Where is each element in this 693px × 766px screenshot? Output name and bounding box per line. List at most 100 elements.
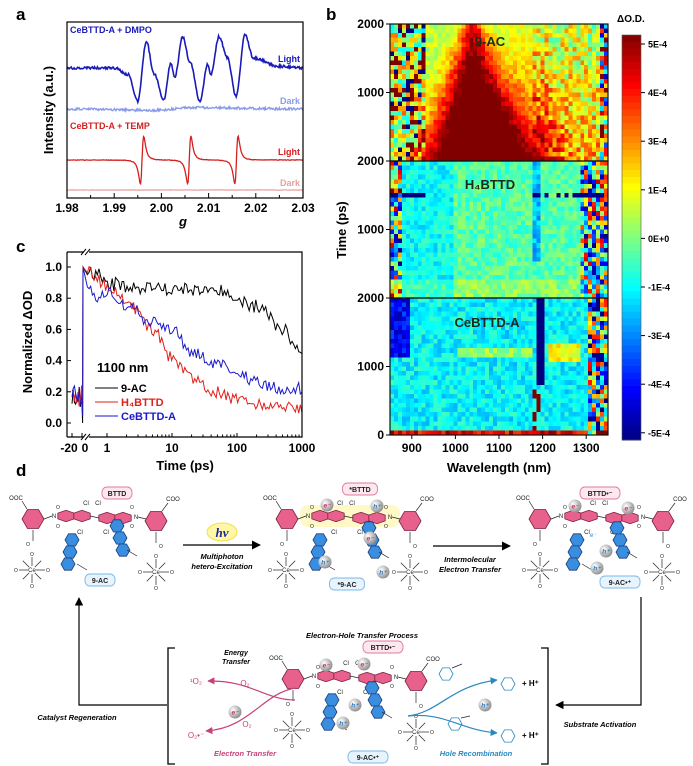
heatmap-cell <box>532 334 538 340</box>
heatmap-cell <box>449 165 455 171</box>
heatmap-cell <box>596 412 601 418</box>
heatmap-cell <box>584 60 589 66</box>
heatmap-cell <box>604 361 609 368</box>
heatmap-cell <box>504 407 510 413</box>
heatmap-cell <box>588 398 593 404</box>
heatmap-cell <box>497 83 502 89</box>
heatmap-cell <box>409 298 415 304</box>
heatmap-cell <box>405 183 411 189</box>
heatmap-cell <box>516 24 522 30</box>
heatmap-cell <box>453 361 458 368</box>
heatmap-cell <box>413 129 419 135</box>
heatmap-cell <box>497 380 502 386</box>
heatmap-cell <box>421 202 427 208</box>
heatmap-cell <box>421 311 427 317</box>
heatmap-cell <box>449 339 455 345</box>
heatmap-cell <box>397 334 403 340</box>
heatmap-cell <box>540 211 546 217</box>
heatmap-cell <box>588 252 593 258</box>
heatmap-cell <box>409 389 415 395</box>
heatmap-cell <box>564 366 569 372</box>
heatmap-cell <box>568 275 573 281</box>
heatmap-cell <box>556 329 562 336</box>
heatmap-cell <box>493 357 498 363</box>
heatmap-cell <box>425 252 431 258</box>
heatmap-cell <box>461 421 466 427</box>
heatmap-cell <box>596 243 601 249</box>
heatmap-cell <box>429 215 435 221</box>
heatmap-cell <box>568 51 573 57</box>
heatmap-cell <box>568 320 573 326</box>
heatmap-cell <box>445 361 451 368</box>
heatmap-cell <box>477 384 482 390</box>
heatmap-cell <box>516 243 522 249</box>
heatmap-cell <box>465 334 470 340</box>
heatmap-cell <box>453 384 458 390</box>
heatmap-cell <box>485 361 490 368</box>
heatmap-cell <box>528 352 534 358</box>
heatmap-cell <box>489 224 494 231</box>
heatmap-cell <box>425 33 431 39</box>
heatmap-cell <box>560 55 565 62</box>
heatmap-cell <box>576 398 581 404</box>
heatmap-cell <box>540 421 546 427</box>
heatmap-cell <box>449 389 455 395</box>
heatmap-cell <box>596 215 601 221</box>
heatmap-cell <box>604 124 609 130</box>
heatmap-cell <box>580 234 585 240</box>
heatmap-cell <box>413 55 419 62</box>
heatmap-cell <box>572 133 577 139</box>
heatmap-cell <box>493 83 498 89</box>
heatmap-cell <box>409 229 415 235</box>
heatmap-cell <box>453 279 458 285</box>
heatmap-cell <box>489 33 494 39</box>
heatmap-cell <box>477 142 482 148</box>
heatmap-cell <box>576 329 581 336</box>
heatmap-cell <box>425 220 431 226</box>
heatmap-cell <box>504 325 510 331</box>
heatmap-cell <box>548 106 554 112</box>
heatmap-cell <box>477 238 482 244</box>
heatmap-cell <box>580 389 585 395</box>
heatmap-cell <box>592 87 597 94</box>
heatmap-cell <box>441 298 447 304</box>
heatmap-cell <box>568 174 573 180</box>
heatmap-cell <box>497 252 502 258</box>
heatmap-cell <box>536 220 542 226</box>
heatmap-cell <box>540 343 546 349</box>
heatmap-cell <box>528 33 534 39</box>
heatmap-cell <box>493 211 498 217</box>
heatmap-cell <box>596 83 601 89</box>
heatmap-cell <box>493 129 498 135</box>
heatmap-cell <box>437 183 443 189</box>
heatmap-cell <box>425 174 431 180</box>
heatmap-cell <box>596 403 601 409</box>
heatmap-cell <box>604 366 609 372</box>
heatmap-cell <box>493 302 498 308</box>
heatmap-cell <box>568 183 573 189</box>
heatmap-cell <box>469 110 474 116</box>
heatmap-cell <box>540 403 546 409</box>
heatmap-cell <box>445 46 451 52</box>
heatmap-cell <box>393 325 399 331</box>
heatmap-cell <box>433 28 439 34</box>
heatmap-cell <box>560 275 565 281</box>
heatmap-cell <box>401 366 407 372</box>
heatmap-cell <box>449 229 455 235</box>
heatmap-cell <box>393 238 399 244</box>
heatmap-cell <box>437 24 443 30</box>
heatmap-cell <box>556 270 562 276</box>
heatmap-cell <box>564 375 569 381</box>
heatmap-cell <box>473 202 478 208</box>
heatmap-cell <box>532 320 538 326</box>
heatmap-cell <box>584 220 589 226</box>
heatmap-cell <box>588 192 593 199</box>
heatmap-cell <box>441 215 447 221</box>
heatmap-cell <box>564 298 569 304</box>
heatmap-cell <box>500 256 506 263</box>
heatmap-cell <box>568 129 573 135</box>
heatmap-cell <box>409 115 415 121</box>
heatmap-cell <box>409 92 415 98</box>
heatmap-cell <box>536 51 542 57</box>
heatmap-cell <box>477 307 482 313</box>
